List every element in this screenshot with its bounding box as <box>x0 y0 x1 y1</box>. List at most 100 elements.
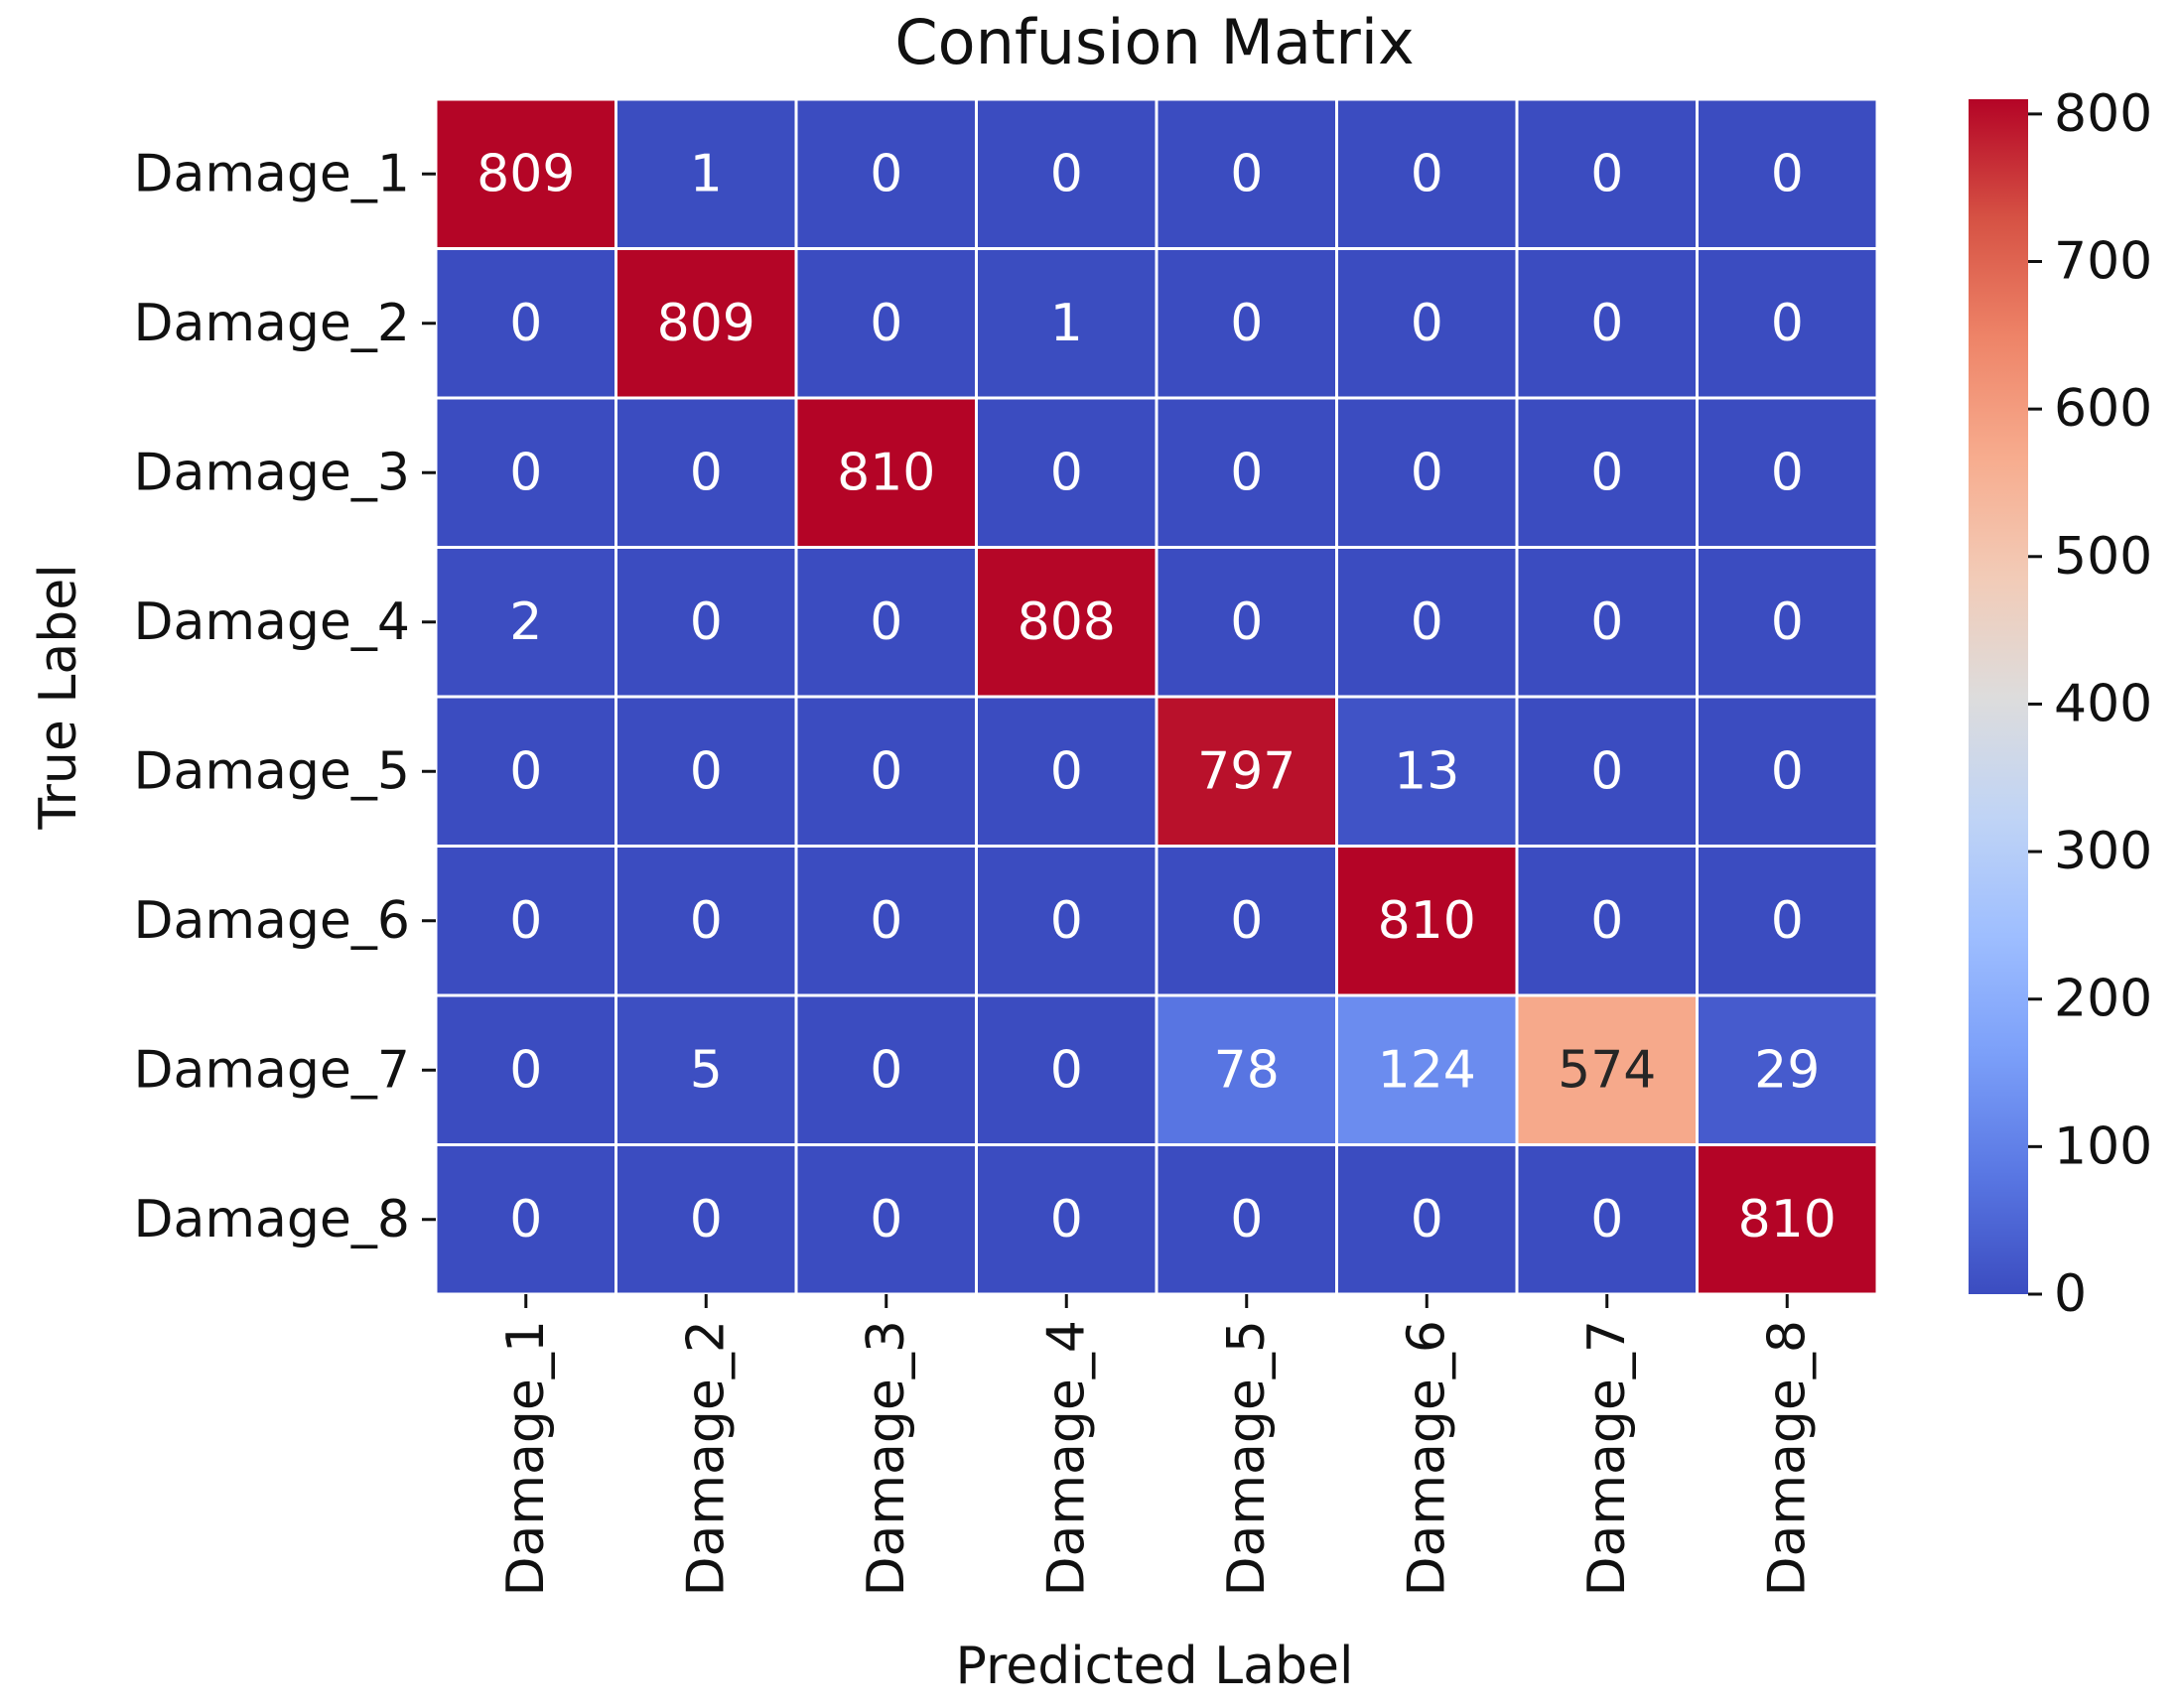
heatmap-cell <box>1515 845 1699 997</box>
heatmap-cell <box>614 247 798 400</box>
heatmap-cell <box>975 695 1158 848</box>
heatmap-cell <box>1155 993 1338 1146</box>
cell-value-label: 810 <box>1378 891 1476 951</box>
chart-title: Confusion Matrix <box>894 6 1414 78</box>
y-axis-ticks: Damage_1 Damage_2 Damage_3 Damage_4 Damage_5… <box>133 144 436 1249</box>
cell-value-label: 0 <box>1590 1190 1623 1249</box>
x-tick-label: Damage_5 <box>1217 1320 1277 1597</box>
x-tick-label: Damage_8 <box>1757 1320 1817 1597</box>
cell-value-label: 0 <box>509 741 542 801</box>
cell-value-label: 1 <box>1050 294 1083 353</box>
cell-value-label: 0 <box>870 144 902 203</box>
cell-value-label: 0 <box>870 891 902 951</box>
cell-value-label: 0 <box>1771 592 1804 652</box>
cell-value-label: 0 <box>1230 294 1263 353</box>
y-axis-title: True Label <box>29 564 88 830</box>
colorbar-tick-label: 100 <box>2054 1117 2152 1176</box>
cell-value-label: 0 <box>1590 443 1623 502</box>
colorbar-tick-label: 200 <box>2054 970 2152 1029</box>
heatmap-cell <box>1696 845 1879 997</box>
cell-value-label: 0 <box>509 891 542 951</box>
y-tick-label: Damage_8 <box>133 1190 410 1249</box>
heatmap-cell <box>794 845 978 997</box>
heatmap-cell <box>1515 396 1699 549</box>
cell-value-label: 5 <box>690 1040 723 1100</box>
heatmap-cell <box>794 993 978 1146</box>
heatmap-cell <box>614 97 798 250</box>
cell-value-label: 0 <box>1050 443 1083 502</box>
heatmap-cell <box>1335 97 1519 250</box>
cell-value-label: 13 <box>1394 741 1459 801</box>
cell-value-label: 0 <box>509 443 542 502</box>
cell-value-label: 0 <box>870 294 902 353</box>
heatmap-cell <box>1155 396 1338 549</box>
cell-value-label: 0 <box>870 1190 902 1249</box>
colorbar-tick-label: 0 <box>2054 1264 2087 1324</box>
colorbar: 0 100 200 300 400 500 600 700 800 <box>1969 84 2152 1324</box>
colorbar-gradient <box>1969 99 2028 1294</box>
y-tick-label: Damage_2 <box>133 294 410 353</box>
heatmap-cell <box>1335 396 1519 549</box>
colorbar-tick-label: 400 <box>2054 674 2152 733</box>
cell-value-label: 0 <box>690 741 723 801</box>
heatmap-cell <box>1335 845 1519 997</box>
cell-value-label: 0 <box>509 1190 542 1249</box>
heatmap-cell <box>794 546 978 699</box>
heatmap-cell <box>794 396 978 549</box>
heatmap-cell <box>975 396 1158 549</box>
colorbar-tick-label: 800 <box>2054 84 2152 144</box>
cell-value-label: 0 <box>1230 144 1263 203</box>
heatmap-cell <box>1696 247 1879 400</box>
cell-value-label: 810 <box>837 443 935 502</box>
cell-value-label: 0 <box>1050 741 1083 801</box>
cell-value-label: 0 <box>1411 592 1443 652</box>
heatmap-cell <box>1515 546 1699 699</box>
x-tick-label: Damage_1 <box>496 1320 556 1597</box>
cell-value-label: 809 <box>477 144 575 203</box>
cell-value-label: 29 <box>1754 1040 1820 1100</box>
cell-value-label: 0 <box>1411 294 1443 353</box>
cell-value-label: 0 <box>1050 1190 1083 1249</box>
cell-value-label: 0 <box>1590 891 1623 951</box>
heatmap-cell <box>794 1143 978 1296</box>
cell-value-label: 0 <box>1230 592 1263 652</box>
colorbar-tick-label: 700 <box>2054 232 2152 292</box>
cell-value-label: 124 <box>1378 1040 1476 1100</box>
cell-value-label: 0 <box>690 891 723 951</box>
x-tick-label: Damage_2 <box>676 1320 736 1597</box>
cell-value-label: 797 <box>1197 741 1295 801</box>
cell-value-label: 0 <box>1050 891 1083 951</box>
cell-value-label: 0 <box>1050 144 1083 203</box>
heatmap-cell <box>1696 396 1879 549</box>
heatmap-cell <box>1335 247 1519 400</box>
colorbar-tick-label: 600 <box>2054 379 2152 439</box>
heatmap-cell <box>794 97 978 250</box>
heatmap-cell <box>1155 695 1338 848</box>
cell-value-label: 0 <box>1771 144 1804 203</box>
cell-value-label: 808 <box>1018 592 1116 652</box>
x-tick-label: Damage_3 <box>857 1320 916 1597</box>
y-tick-label: Damage_6 <box>133 891 410 951</box>
cell-value-label: 2 <box>509 592 542 652</box>
cell-value-label: 0 <box>1771 443 1804 502</box>
heatmap-cell <box>614 845 798 997</box>
cell-value-label: 0 <box>870 741 902 801</box>
heatmap-cell <box>1515 993 1699 1146</box>
heatmap-cell <box>1515 695 1699 848</box>
heatmap-cell <box>614 993 798 1146</box>
x-tick-label: Damage_6 <box>1397 1320 1456 1597</box>
x-axis-ticks: Damage_1 Damage_2 Damage_3 Damage_4 Damage_5… <box>496 1294 1817 1597</box>
y-tick-label: Damage_5 <box>133 741 410 801</box>
cell-value-label: 0 <box>1050 1040 1083 1100</box>
cell-value-label: 0 <box>1590 144 1623 203</box>
cell-value-label: 0 <box>870 1040 902 1100</box>
cell-value-label: 0 <box>690 592 723 652</box>
heatmap-cell <box>614 396 798 549</box>
cell-value-label: 0 <box>690 1190 723 1249</box>
cell-value-label: 0 <box>1230 1190 1263 1249</box>
heatmap-cell <box>434 97 617 250</box>
cell-value-label: 0 <box>1411 443 1443 502</box>
y-tick-label: Damage_4 <box>133 592 410 652</box>
cell-value-label: 0 <box>1590 294 1623 353</box>
